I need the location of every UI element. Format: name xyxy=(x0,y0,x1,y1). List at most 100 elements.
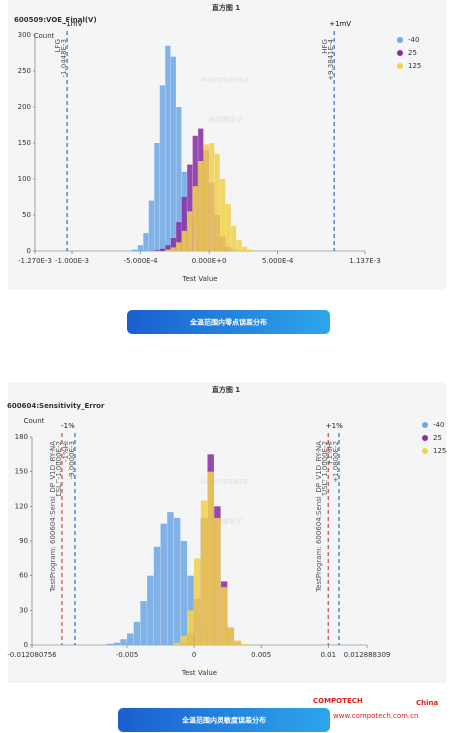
histogram-bar xyxy=(227,627,235,645)
legend-label: 25 xyxy=(433,434,442,442)
y-tick-label: 100 xyxy=(18,175,31,183)
histogram-bar xyxy=(231,225,237,251)
reference-note: LFG xyxy=(54,39,62,52)
histogram-bar xyxy=(181,230,187,251)
brand-name: COMPOTECH xyxy=(313,697,363,705)
x-tick-label: -1.270E-3 xyxy=(18,257,52,265)
histogram-bar xyxy=(165,245,171,251)
histogram-bar xyxy=(143,233,149,251)
x-tick-label: -5.000E-4 xyxy=(124,257,159,265)
histogram-bar xyxy=(247,249,253,251)
histogram-bar xyxy=(209,143,215,251)
histogram-bar xyxy=(113,642,120,645)
legend-label: 125 xyxy=(433,447,446,455)
histogram-bar xyxy=(165,45,171,251)
x-tick-label: 0.005 xyxy=(251,651,271,659)
caption: 全温范围内零点误差分布 xyxy=(189,318,267,327)
brand-suffix: China xyxy=(416,699,439,707)
histogram-bar xyxy=(159,85,165,252)
histogram-bar xyxy=(153,546,161,645)
histogram-bar xyxy=(170,247,176,251)
histogram-bar xyxy=(173,517,181,645)
y-tick-label: 0 xyxy=(24,641,28,649)
histogram-bar xyxy=(154,250,160,251)
reference-note: +1.0800E-2 xyxy=(332,441,340,483)
x-tick-label: 0.000E+0 xyxy=(192,257,227,265)
legend-label: 25 xyxy=(408,49,417,57)
x-axis-label: Test Value xyxy=(181,275,217,283)
y-tick-label: 200 xyxy=(18,103,31,111)
y-axis-label: Count xyxy=(34,32,55,40)
reference-note: +1%Hi xyxy=(326,441,334,465)
histogram-bar xyxy=(165,249,171,251)
histogram-bar xyxy=(137,245,144,251)
histogram-bar xyxy=(198,161,204,251)
legend-marker xyxy=(397,50,403,56)
chart-title: 直方图 1 xyxy=(212,3,240,12)
y-tick-label: 250 xyxy=(18,67,31,75)
histogram-bar xyxy=(170,238,176,251)
histogram-bar xyxy=(241,643,248,645)
legend-label: -40 xyxy=(433,421,444,429)
x-tick-label: 5.000E-4 xyxy=(262,257,294,265)
histogram-bar xyxy=(133,621,141,645)
watermark: 纳芯微电子 xyxy=(208,115,244,124)
histogram-bar xyxy=(194,558,201,645)
histogram-bar xyxy=(154,143,160,251)
y-tick-label: 150 xyxy=(18,139,31,147)
legend-marker xyxy=(397,37,403,43)
histogram-bar xyxy=(181,197,187,251)
reference-note: TestProgram: 600604:Sensi_DP_V1D_RY-NA xyxy=(49,441,57,593)
y-tick-label: 300 xyxy=(18,31,31,39)
histogram-bar xyxy=(176,222,182,251)
y-tick-label: 180 xyxy=(15,433,28,441)
caption-banner xyxy=(118,708,330,732)
legend-label: 125 xyxy=(408,62,421,70)
reference-label: +1% xyxy=(326,422,343,430)
reference-note: -1.0448E-3 xyxy=(60,39,68,77)
histogram-bar xyxy=(236,240,242,251)
reference-note: -1%Hi xyxy=(62,441,70,462)
caption-banner xyxy=(127,310,330,334)
y-tick-label: 90 xyxy=(19,537,28,545)
histogram-bar xyxy=(187,164,193,251)
reference-label: -1mV xyxy=(64,20,83,28)
histogram-bar xyxy=(200,500,208,645)
y-axis-label: Count xyxy=(24,417,45,425)
legend-marker xyxy=(422,422,428,428)
histogram-bar xyxy=(187,610,194,645)
watermark: NOVOSENSE xyxy=(200,478,249,486)
histogram-bar xyxy=(192,186,198,251)
histogram-bar xyxy=(187,211,193,251)
legend-marker xyxy=(422,435,428,441)
reference-note: +9.3841E-4 xyxy=(327,38,335,80)
histogram-bar xyxy=(207,471,214,645)
histogram-bar xyxy=(242,246,248,251)
y-tick-label: 0 xyxy=(27,247,31,255)
reference-note: USL: 1.0000E-2 xyxy=(321,441,329,495)
x-tick-label: -1.000E-3 xyxy=(55,257,89,265)
histogram-bar xyxy=(203,144,209,251)
x-axis-label: Test Value xyxy=(181,669,217,677)
legend-label: -40 xyxy=(408,36,419,44)
caption: 全温范围内灵敏度误差分布 xyxy=(181,716,266,725)
histogram-bar xyxy=(225,204,231,251)
watermark: NOVOSENSE xyxy=(201,76,250,84)
histogram-bar xyxy=(132,249,138,251)
x-tick-label: 0.01 xyxy=(320,651,336,659)
histogram-bar xyxy=(148,200,154,251)
y-tick-label: 120 xyxy=(15,502,28,510)
x-tick-label: 1.137E-3 xyxy=(349,257,380,265)
histogram-bar xyxy=(159,248,165,251)
reference-note: HFG xyxy=(321,39,329,54)
reference-label: -1% xyxy=(61,422,75,430)
histogram-bar xyxy=(173,642,181,645)
histogram-bar xyxy=(180,635,188,645)
histogram-bar xyxy=(180,541,188,645)
legend-marker xyxy=(422,448,428,454)
histogram-bar xyxy=(170,56,176,251)
y-tick-label: 150 xyxy=(15,468,28,476)
histogram-bar xyxy=(214,517,221,645)
x-tick-label: -0.005 xyxy=(116,651,139,659)
